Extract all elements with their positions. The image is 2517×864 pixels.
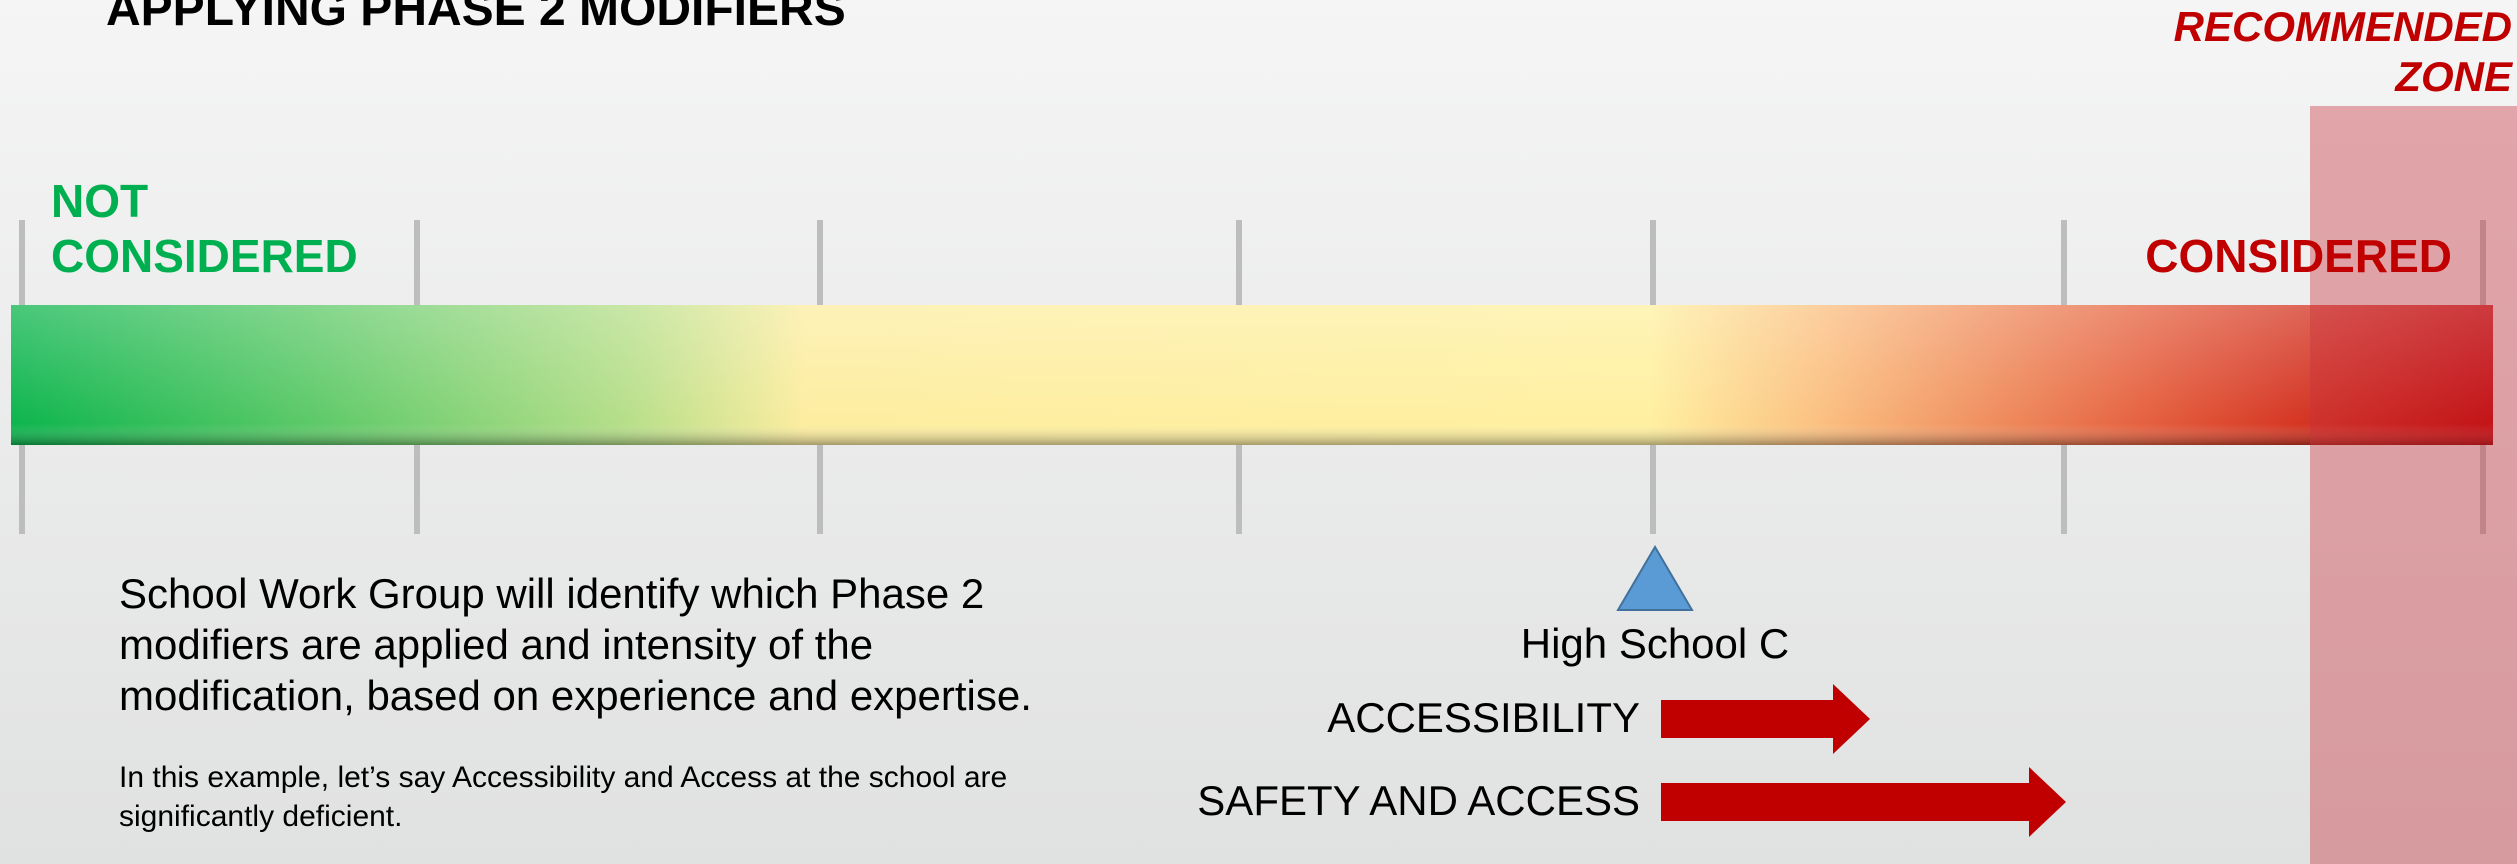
- left-label: NOT CONSIDERED: [51, 175, 358, 282]
- modifier-label: SAFETY AND ACCESS: [1197, 777, 1640, 824]
- body-text: School Work Group will identify which Ph…: [119, 570, 1032, 719]
- zone-label: RECOMMENDED ZONE: [2173, 3, 2512, 100]
- recommended-zone: [2310, 106, 2517, 864]
- modifier-arrow: [1661, 767, 2066, 837]
- modifier-arrow: [1661, 684, 1870, 754]
- modifier-label: ACCESSIBILITY: [1327, 694, 1640, 741]
- bar-shading: [11, 305, 2493, 445]
- title: APPLYING PHASE 2 MODIFIERS: [106, 0, 846, 36]
- marker-triangle: [1616, 545, 1694, 611]
- right-label: CONSIDERED: [2145, 230, 2452, 282]
- note-text: In this example, let’s say Accessibility…: [119, 761, 1008, 833]
- marker-label: High School C: [1520, 620, 1790, 667]
